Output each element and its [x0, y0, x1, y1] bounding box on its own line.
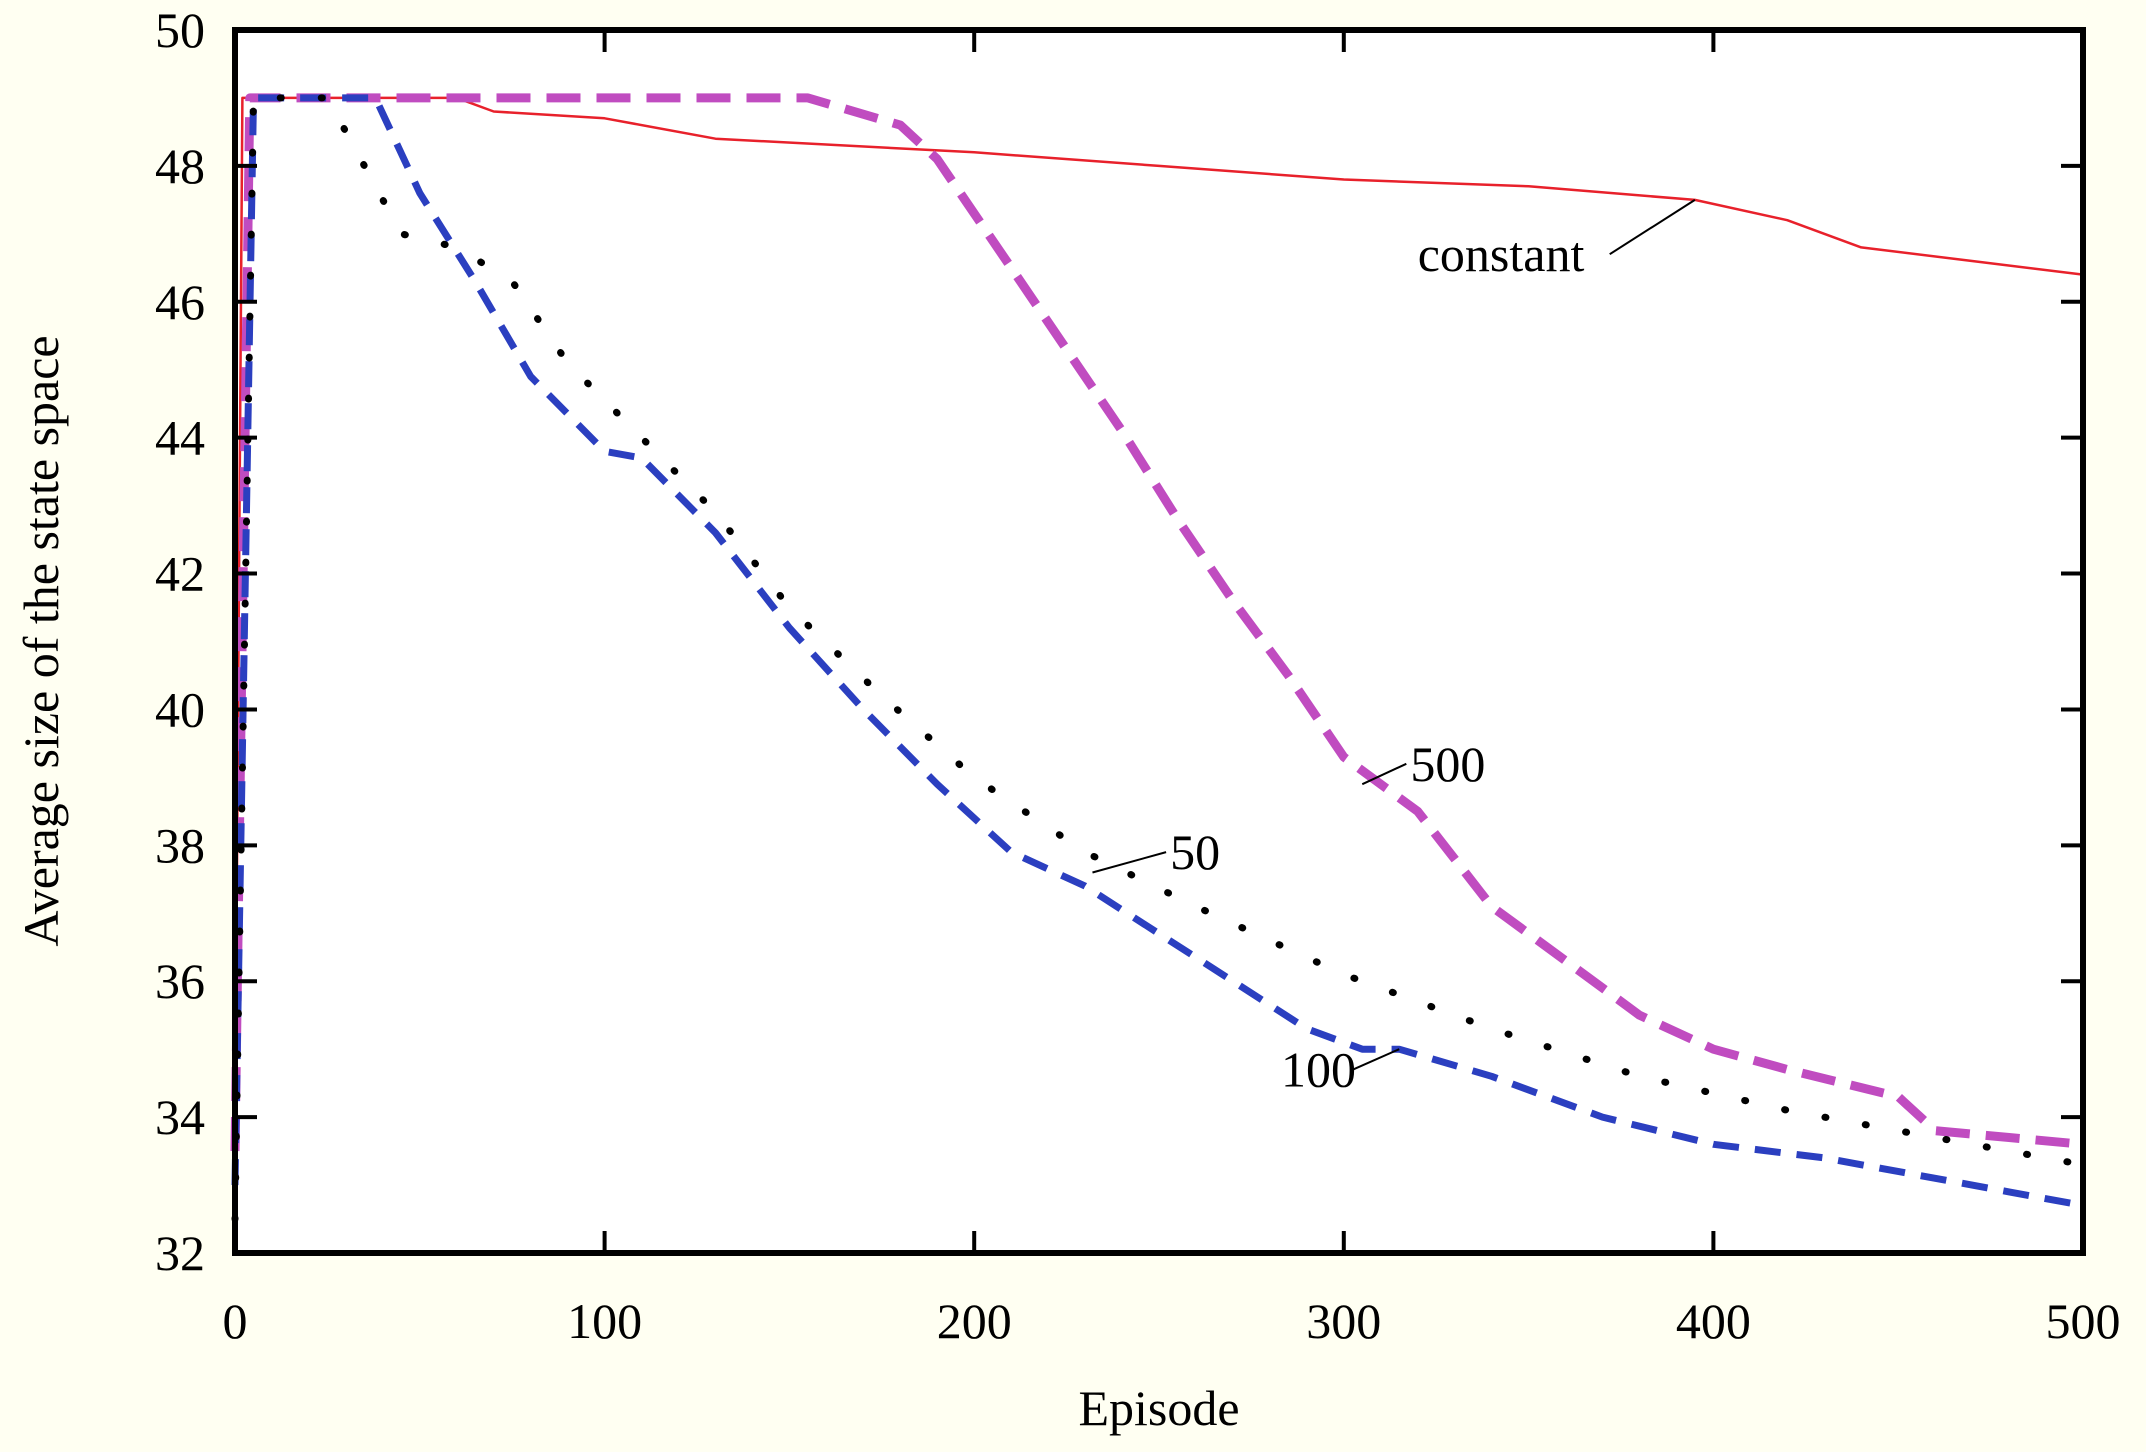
annotation-500: 500: [1410, 736, 1485, 792]
x-tick-label: 400: [1676, 1293, 1751, 1349]
x-tick-label: 200: [937, 1293, 1012, 1349]
x-tick-label: 300: [1306, 1293, 1381, 1349]
x-tick-label: 500: [2046, 1293, 2121, 1349]
y-tick-label: 32: [155, 1225, 205, 1281]
y-tick-label: 48: [155, 138, 205, 194]
annotation-100: 100: [1281, 1042, 1356, 1098]
annotation-50: 50: [1170, 824, 1220, 880]
y-tick-label: 36: [155, 953, 205, 1009]
plot-area: [235, 30, 2083, 1253]
plot-frame: [232, 27, 2086, 1256]
series-line-100: [231, 94, 2084, 1209]
annotation-leader: [1352, 1048, 1400, 1071]
series-line-constant: [233, 96, 2084, 1152]
annotation-leader: [1361, 762, 1407, 786]
series-line-500: [230, 93, 2084, 1152]
y-tick-label: 46: [155, 274, 205, 330]
y-axis-label: Average size of the state space: [13, 335, 69, 946]
annotation-leader: [1609, 199, 1696, 256]
y-tick-label: 34: [155, 1089, 205, 1145]
annotation-constant: constant: [1418, 226, 1585, 282]
annotation-leader: [1092, 851, 1167, 874]
y-tick-label: 42: [155, 546, 205, 602]
x-tick-label: 100: [567, 1293, 642, 1349]
y-tick-label: 38: [155, 817, 205, 873]
y-tick-label: 44: [155, 410, 205, 466]
x-axis-label: Episode: [1078, 1380, 1239, 1436]
series-line-50: [231, 94, 2087, 1223]
y-tick-label: 40: [155, 681, 205, 737]
x-tick-label: 0: [223, 1293, 248, 1349]
y-tick-label: 50: [155, 2, 205, 58]
